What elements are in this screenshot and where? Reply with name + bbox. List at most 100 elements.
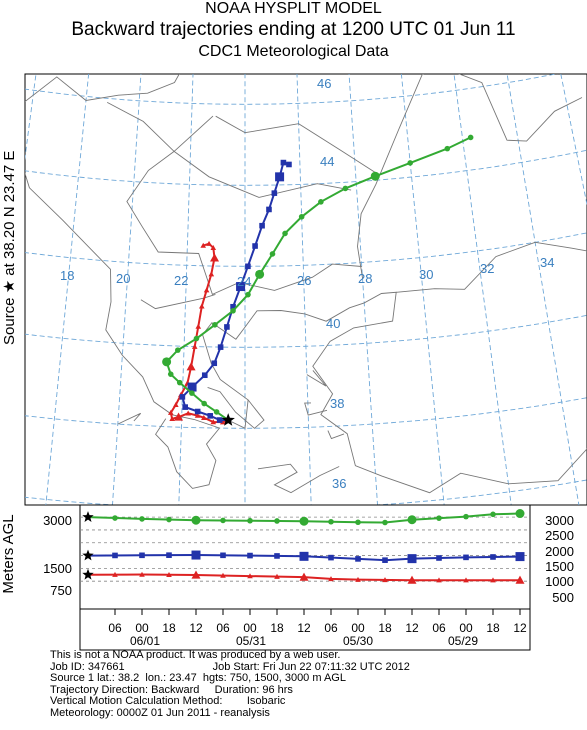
height-right-tick-2000: 2000 <box>545 544 574 559</box>
trajectory-marker <box>166 571 172 578</box>
coastline <box>304 402 328 416</box>
coastline <box>257 463 340 494</box>
height-right-tick-1500: 1500 <box>545 559 574 574</box>
height-left-tick-1500: 1500 <box>43 561 72 576</box>
trajectory-marker <box>167 371 174 377</box>
time-tick-label: 18 <box>270 621 284 635</box>
time-tick-label: 06 <box>324 621 338 635</box>
meridian-line <box>25 74 37 161</box>
trajectory-marker <box>220 517 226 524</box>
trajectory-marker <box>245 291 251 298</box>
coastline <box>215 115 376 173</box>
trajectory-marker <box>236 282 246 292</box>
time-tick-label: 06 <box>432 621 446 635</box>
trajectory-marker <box>174 412 184 421</box>
trajectory-marker <box>274 573 280 579</box>
time-tick-label: 18 <box>378 621 392 635</box>
date-label-0531: 05/31 <box>236 634 266 648</box>
trajectory-marker <box>139 552 145 559</box>
date-label-0529: 05/29 <box>448 634 478 648</box>
trajectory-marker <box>382 577 388 583</box>
lat-label-40: 40 <box>326 316 340 331</box>
trajectory-line <box>165 136 472 421</box>
trajectory-marker <box>515 509 525 519</box>
trajectory-marker <box>194 408 201 415</box>
trajectory-marker <box>175 347 181 353</box>
trajectory-marker <box>370 171 380 181</box>
coastline <box>117 412 142 425</box>
trajectory-marker <box>179 394 186 400</box>
trajectory-marker <box>206 240 212 246</box>
trajectory-marker <box>207 413 214 419</box>
trajectory-marker <box>169 416 175 422</box>
trajectory-marker <box>217 344 224 350</box>
source-star-icon <box>82 511 94 522</box>
height-right-tick-3000: 3000 <box>545 513 574 528</box>
trajectory-marker <box>194 412 201 418</box>
height-right-tick-500: 500 <box>552 590 574 605</box>
trajectory-marker <box>299 572 309 581</box>
job-id: Job ID: 347661 <box>50 660 125 673</box>
trajectory-marker <box>490 554 496 560</box>
trajectory-marker <box>355 576 361 582</box>
direction-info: Trajectory Direction: Backward Duration:… <box>50 683 293 696</box>
coastline <box>396 241 587 293</box>
trajectory-marker <box>269 251 276 257</box>
trajectory-marker <box>186 362 196 371</box>
trajectory-marker <box>266 206 272 213</box>
trajectory-marker <box>193 335 200 342</box>
trajectory-marker <box>191 570 201 579</box>
date-label-0601: 06/01 <box>130 634 160 648</box>
lat-label-46: 46 <box>317 76 331 91</box>
trajectory-marker <box>515 575 525 584</box>
trajectory-marker <box>166 552 172 558</box>
trajectory-marker <box>173 401 179 408</box>
trajectory-marker <box>274 553 280 559</box>
trajectory-marker <box>436 515 442 521</box>
trajectory-marker <box>210 253 220 262</box>
model-title: NOAA HYSPLIT MODEL <box>205 0 382 17</box>
trajectory-marker <box>200 242 207 248</box>
lon-label-26: 26 <box>297 273 311 288</box>
trajectory-marker <box>255 269 265 279</box>
trajectory-marker <box>220 572 226 578</box>
trajectory-marker <box>139 571 145 577</box>
trajectory-line <box>169 242 229 424</box>
trajectory-marker <box>299 516 309 526</box>
trajectory-marker <box>355 556 361 562</box>
trajectory-marker <box>407 160 413 166</box>
height-profiles <box>82 509 525 584</box>
height-right-ticks: 3000 2500 2000 1500 1000 500 <box>545 513 574 605</box>
time-axis: 06 00 18 12 06 00 18 12 06 00 18 12 06 00 18 12 06/01 0… <box>79 608 531 651</box>
height-left-tick-750: 750 <box>50 583 72 598</box>
parallel-line <box>25 314 587 348</box>
trajectory-marker <box>299 551 309 561</box>
trajectory-marker <box>515 552 525 562</box>
trajectory-marker <box>407 575 417 584</box>
trajectory-marker <box>139 516 145 522</box>
trajectory-marker <box>436 555 442 561</box>
time-tick-label: 06 <box>216 621 230 635</box>
trajectory-marker <box>436 577 442 583</box>
trajectory-marker <box>342 185 349 192</box>
trajectory-marker <box>219 419 226 425</box>
trajectory-marker <box>247 552 253 559</box>
trajectory-marker <box>112 552 118 559</box>
source-star-icon <box>221 413 235 426</box>
lon-label-32: 32 <box>480 261 494 276</box>
trajectory-marker <box>259 222 265 229</box>
trajectory-marker <box>382 519 388 526</box>
trajectory-marker <box>328 576 334 582</box>
coastline <box>126 115 362 296</box>
lon-label-30: 30 <box>419 267 433 282</box>
lat-label-38: 38 <box>330 396 344 411</box>
disclaimer: This is not a NOAA product. It was produ… <box>50 649 341 661</box>
meridian-line <box>112 74 142 505</box>
trajectory-marker <box>490 577 496 583</box>
date-label-0530: 05/30 <box>343 634 373 648</box>
meridian-line <box>178 74 194 505</box>
trajectory-marker <box>271 190 278 196</box>
trajectory-marker <box>201 414 207 420</box>
trajectory-marker <box>274 518 280 524</box>
